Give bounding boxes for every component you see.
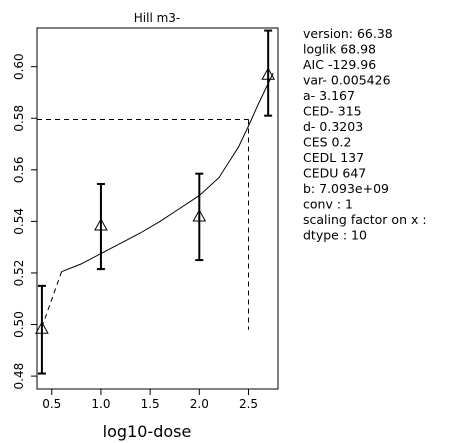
x-tick-label: 1.5 <box>141 397 160 411</box>
stats-line: b: 7.093e+09 <box>303 181 389 196</box>
fit-curve-extrapolated <box>41 271 63 328</box>
x-axis-ticks: 0.5 1.0 1.5 2.0 2.5 <box>42 389 258 411</box>
stats-line: scaling factor on x : <box>303 212 427 227</box>
x-tick-label: 1.0 <box>91 397 110 411</box>
y-axis-ticks: 0.48 0.50 0.52 0.54 0.56 0.58 0.60 <box>12 53 37 389</box>
stats-line: CES 0.2 <box>303 135 351 150</box>
y-tick-label: 0.48 <box>12 363 26 390</box>
data-points <box>35 29 276 375</box>
chart-title: Hill m3- <box>134 11 181 25</box>
stats-line: CEDU 647 <box>303 166 366 181</box>
ces-reference-lines <box>37 119 249 330</box>
y-tick-label: 0.54 <box>12 208 26 235</box>
x-tick-label: 2.0 <box>190 397 209 411</box>
stats-line: CEDL 137 <box>303 150 364 165</box>
stats-line: a- 3.167 <box>303 88 355 103</box>
y-tick-label: 0.60 <box>12 53 26 80</box>
stats-line: CED- 315 <box>303 104 362 119</box>
fit-curves <box>41 72 274 328</box>
y-tick-label: 0.56 <box>12 156 26 183</box>
stats-line: version: 66.38 <box>303 26 393 41</box>
stats-line: d- 0.3203 <box>303 119 363 134</box>
stats-line: AIC -129.96 <box>303 57 376 72</box>
x-tick-label: 0.5 <box>42 397 61 411</box>
stats-line: conv : 1 <box>303 197 353 212</box>
data-point-triangle <box>261 67 276 80</box>
y-tick-label: 0.50 <box>12 311 26 338</box>
plot-frame <box>36 27 279 390</box>
y-tick-label: 0.52 <box>12 260 26 287</box>
data-point-triangle <box>94 218 108 231</box>
y-tick-label: 0.58 <box>12 105 26 132</box>
stats-line: loglik 68.98 <box>303 42 376 57</box>
stats-line: dtype : 10 <box>303 228 367 243</box>
x-axis-label: log10-dose <box>103 422 192 441</box>
data-point-triangle <box>35 321 49 334</box>
data-point-triangle <box>192 209 207 222</box>
stats-line: var- 0.005426 <box>303 73 391 88</box>
x-tick-label: 2.5 <box>239 397 258 411</box>
fit-curve-line <box>61 72 274 273</box>
